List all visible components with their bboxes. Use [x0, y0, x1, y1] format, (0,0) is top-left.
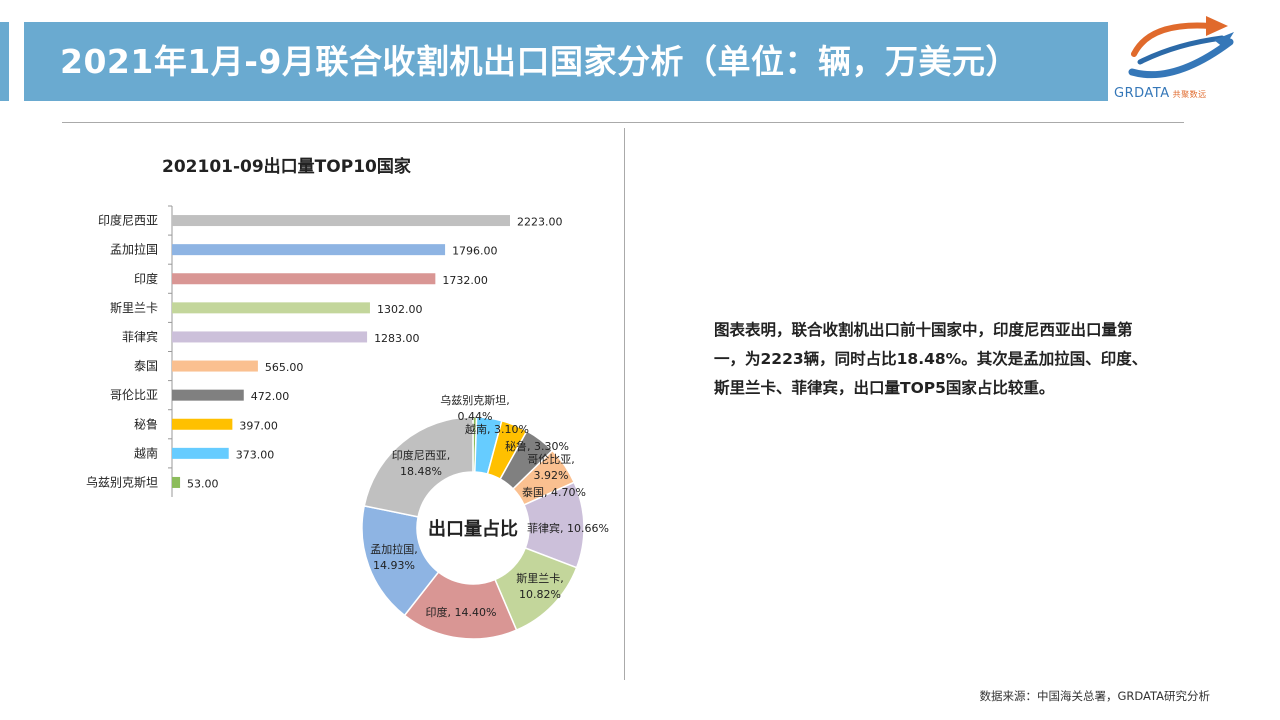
bar	[172, 302, 370, 314]
pie-slice-label: 印度尼西亚,	[392, 448, 451, 462]
horizontal-divider	[62, 122, 1184, 123]
grdata-logo-icon	[1128, 16, 1234, 79]
pie-slice-percent: 18.48%	[400, 465, 442, 478]
bar-category-label: 乌兹别克斯坦	[86, 474, 158, 489]
pie-slice-percent: 10.82%	[519, 588, 561, 601]
bar	[172, 447, 229, 459]
pie-slice-label: 印度, 14.40%	[426, 605, 497, 619]
bar	[172, 389, 244, 401]
pie-slice-label: 泰国, 4.70%	[522, 485, 586, 499]
bar-value-label: 1283.00	[374, 332, 420, 345]
bar-category-label: 泰国	[134, 359, 158, 373]
bar	[172, 360, 258, 372]
bar-category-label: 哥伦比亚	[110, 387, 158, 402]
pie-slice-percent: 0.44%	[458, 410, 493, 423]
donut-center-label: 出口量占比	[428, 518, 518, 540]
pie-slice-label: 菲律宾, 10.66%	[527, 521, 609, 535]
pie-slice-label: 斯里兰卡,	[516, 572, 564, 585]
donut-chart: 出口量占比 乌兹别克斯坦, 0.44%越南, 3.10% 秘鲁, 3.30%哥伦比亚,…	[361, 393, 609, 640]
source-note: 数据来源：中国海关总署，GRDATA研究分析	[979, 689, 1210, 703]
logo-wordmark-cn: 共聚数远	[1172, 90, 1207, 99]
bar-value-label: 565.00	[265, 361, 304, 374]
bar	[172, 273, 436, 285]
left-accent-stripe	[0, 22, 9, 101]
bar-value-label: 472.00	[251, 390, 290, 403]
bar	[172, 215, 510, 227]
pie-slice-percent: 14.93%	[373, 559, 415, 572]
bar	[172, 418, 233, 430]
bar-value-label: 1796.00	[452, 245, 498, 258]
bar-value-label: 1302.00	[377, 303, 423, 316]
pie-slice-label: 乌兹别克斯坦,	[440, 393, 510, 407]
bar-chart-title: 202101-09出口量TOP10国家	[162, 157, 411, 177]
bar-category-label: 印度尼西亚	[98, 213, 158, 228]
bar	[172, 331, 368, 343]
pie-slice-percent: 3.92%	[534, 469, 569, 482]
bar-value-label: 2223.00	[517, 216, 563, 229]
logo-wordmark: GRDATA 共聚数远	[1114, 86, 1207, 101]
pie-slice	[363, 416, 474, 518]
page-title: 2021年1月-9月联合收割机出口国家分析（单位：辆，万美元）	[60, 42, 1019, 81]
pie-slice-label: 孟加拉国,	[370, 542, 418, 556]
bar	[172, 244, 446, 256]
logo-wordmark-text: GRDATA	[1114, 86, 1170, 101]
bar-category-label: 菲律宾	[122, 329, 158, 344]
bar-category-label: 印度	[134, 271, 158, 286]
bar	[172, 476, 181, 488]
bar-chart: 印度尼西亚 2223.00 孟加拉国 1796.00 印度 1732.00 斯里兰卡 1302…	[86, 205, 563, 497]
bar-value-label: 397.00	[239, 419, 278, 432]
bar-category-label: 越南	[134, 445, 158, 460]
bar-value-label: 53.00	[187, 477, 219, 490]
title-bar: 2021年1月-9月联合收割机出口国家分析（单位：辆，万美元）	[24, 22, 1108, 101]
bar-category-label: 秘鲁	[134, 417, 158, 431]
bar-value-label: 1732.00	[442, 274, 488, 287]
pie-slice-label: 越南, 3.10%	[465, 422, 529, 436]
bar-category-label: 孟加拉国	[110, 242, 158, 257]
pie-slice-label: 哥伦比亚,	[527, 452, 575, 466]
pie-slice-label: 秘鲁, 3.30%	[505, 439, 569, 453]
vertical-divider	[624, 128, 625, 680]
bar-value-label: 373.00	[236, 448, 274, 461]
insight-text: 图表表明，联合收割机出口前十国家中，印度尼西亚出口量第一，为2223辆，同时占比…	[714, 321, 1148, 397]
bar-category-label: 斯里兰卡	[110, 301, 158, 315]
